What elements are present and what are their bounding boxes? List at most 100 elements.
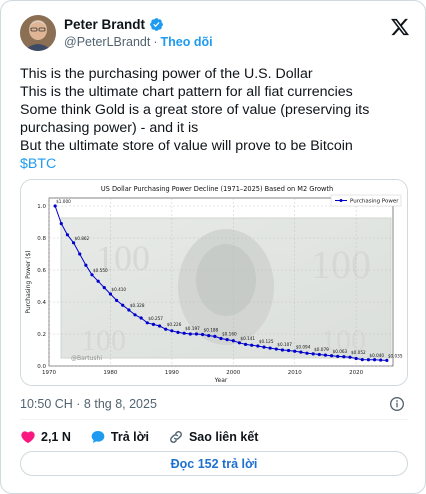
data-point xyxy=(207,334,211,338)
data-point xyxy=(354,356,358,361)
data-point xyxy=(231,339,235,343)
data-point xyxy=(329,354,334,358)
data-point xyxy=(65,233,70,237)
data-label: $0.160 xyxy=(222,331,237,336)
data-label: $0.226 xyxy=(167,322,182,327)
x-axis-label: Year xyxy=(214,377,228,384)
data-point xyxy=(293,349,297,353)
data-point xyxy=(379,358,383,362)
data-point xyxy=(385,358,389,362)
chart-image[interactable]: 100 100 100 100 US Dollar Purchasing Pow… xyxy=(20,179,408,386)
data-point xyxy=(170,329,174,333)
data-label: $0.197 xyxy=(185,326,200,331)
data-point xyxy=(151,322,156,326)
chart-title: US Dollar Purchasing Power Decline (1971… xyxy=(101,185,333,193)
tweet-line: Some think Gold is a great store of valu… xyxy=(20,102,370,118)
data-point xyxy=(213,334,217,338)
x-tick-label: 1990 xyxy=(165,370,179,376)
data-label: $0.328 xyxy=(130,303,145,308)
x-tick-label: 1980 xyxy=(103,370,117,376)
x-logo-icon[interactable] xyxy=(390,17,410,37)
data-point xyxy=(71,241,76,245)
data-label: $0.862 xyxy=(75,236,90,241)
svg-text:100: 100 xyxy=(96,238,150,278)
chart-watermark: @Bartushi xyxy=(71,355,102,362)
data-point xyxy=(188,332,192,336)
data-point xyxy=(360,358,364,362)
data-label: $0.107 xyxy=(277,342,292,347)
data-point xyxy=(250,343,254,347)
data-point xyxy=(108,292,113,296)
y-axis-label: Purchasing Power ($) xyxy=(25,250,32,313)
divider xyxy=(20,419,408,420)
tweet-line: This is the ultimate chart pattern for a… xyxy=(20,84,353,100)
tweet-line: This is the purchasing power of the U.S.… xyxy=(20,66,313,82)
author-handle[interactable]: @PeterLBrandt xyxy=(64,35,151,49)
like-count: 2,1 N xyxy=(41,430,71,444)
verified-badge-icon xyxy=(150,18,163,31)
data-point xyxy=(59,222,63,226)
copy-link-button[interactable]: Sao liên kết xyxy=(168,429,258,445)
data-point xyxy=(53,204,57,208)
data-label: $0.188 xyxy=(204,327,219,332)
info-icon[interactable] xyxy=(389,396,405,412)
data-point xyxy=(114,298,119,302)
data-point xyxy=(372,358,377,362)
tweet-line: purchasing power) - and it is xyxy=(20,120,199,136)
data-point xyxy=(280,348,285,352)
y-tick-label: 0.2 xyxy=(37,332,46,338)
data-point xyxy=(200,332,205,337)
data-point xyxy=(286,348,291,353)
data-point xyxy=(84,263,88,267)
author-name[interactable]: Peter Brandt xyxy=(64,17,146,32)
data-point xyxy=(305,351,309,355)
tweet-text: This is the purchasing power of the U.S.… xyxy=(20,65,410,173)
data-point xyxy=(366,358,371,362)
avatar[interactable] xyxy=(20,15,56,51)
tweet-line: But the ultimate store of value will pro… xyxy=(20,138,353,154)
data-point xyxy=(157,324,162,328)
tweet-timestamp[interactable]: 10:50 CH · 8 thg 8, 2025 xyxy=(20,397,157,411)
data-label: $0.052 xyxy=(351,350,366,355)
follow-button[interactable]: Theo dõi xyxy=(160,35,213,49)
data-label: $0.035 xyxy=(388,353,403,358)
data-point xyxy=(127,308,131,312)
data-point xyxy=(194,332,199,336)
tweet-header: Peter Brandt @PeterLBrandt · Theo dõi xyxy=(20,15,410,55)
x-tick-label: 1970 xyxy=(42,370,56,376)
data-point xyxy=(317,352,321,357)
data-point xyxy=(225,338,229,342)
data-label: $0.040 xyxy=(369,353,384,358)
svg-text:100: 100 xyxy=(311,242,371,287)
svg-text:100: 100 xyxy=(321,324,366,357)
data-point xyxy=(262,345,266,349)
data-point xyxy=(311,352,315,356)
data-point xyxy=(164,327,168,331)
x-tick-label: 2020 xyxy=(349,370,363,376)
x-tick-label: 2010 xyxy=(288,370,302,376)
read-replies-button[interactable]: Đọc 152 trả lời xyxy=(20,451,408,476)
heart-icon xyxy=(21,431,35,444)
copy-link-label: Sao liên kết xyxy=(188,430,259,444)
cashtag-link[interactable]: $BTC xyxy=(20,156,57,172)
data-point xyxy=(256,344,260,348)
data-point xyxy=(323,353,328,357)
handle-separator: · xyxy=(153,35,158,49)
data-point xyxy=(243,342,248,346)
data-point xyxy=(145,321,149,325)
purchasing-power-chart: 100 100 100 100 US Dollar Purchasing Pow… xyxy=(21,180,407,385)
data-point xyxy=(182,331,186,335)
reply-button[interactable]: Trả lời xyxy=(90,429,149,445)
y-tick-label: 0.0 xyxy=(37,364,46,370)
action-bar: 2,1 N Trả lời Sao liên kết xyxy=(20,427,277,447)
data-point xyxy=(268,346,272,350)
data-point xyxy=(299,350,303,354)
data-label: $0.063 xyxy=(333,349,348,354)
like-button[interactable]: 2,1 N xyxy=(20,429,71,445)
y-tick-label: 0.8 xyxy=(37,236,46,242)
speech-bubble-icon xyxy=(91,431,105,443)
data-label: $0.079 xyxy=(314,347,329,352)
data-point xyxy=(237,341,242,345)
legend-label: Purchasing Power xyxy=(350,199,399,205)
